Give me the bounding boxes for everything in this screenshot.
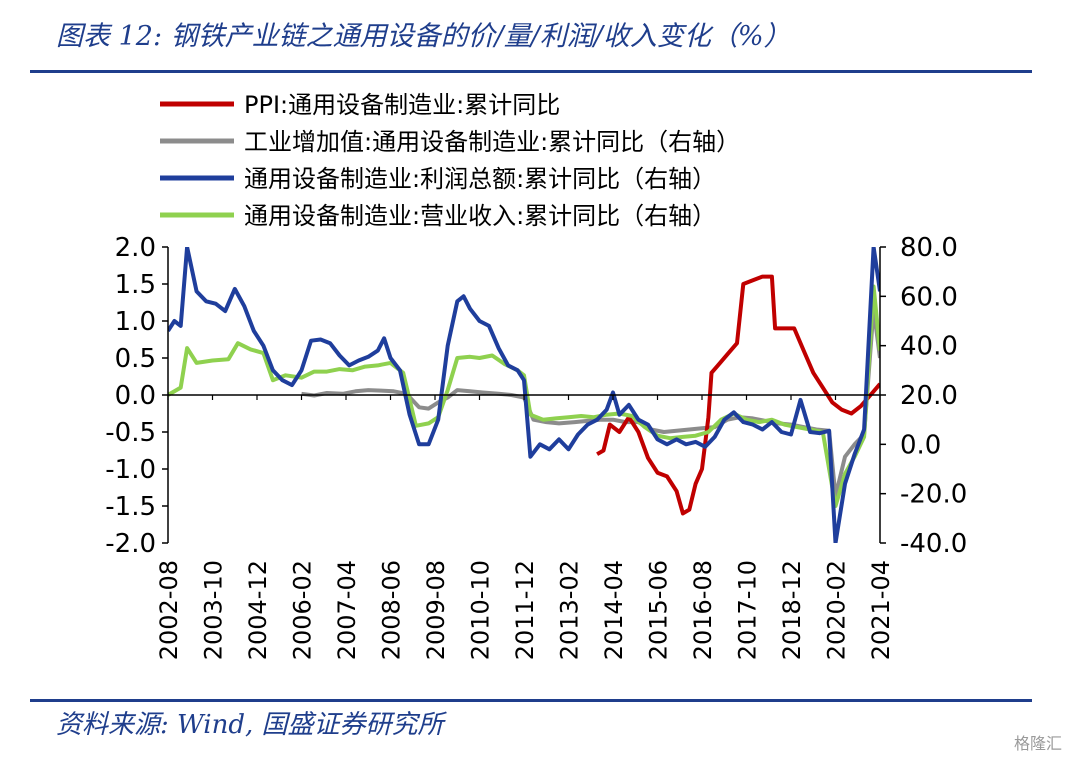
x-tick-label: 2002-08: [155, 560, 183, 660]
x-tick-label: 2018-12: [778, 560, 806, 660]
legend-label-3: 通用设备制造业:营业收入:累计同比（右轴）: [244, 202, 716, 230]
x-tick-label: 2017-10: [734, 560, 762, 660]
x-tick-label: 2010-10: [467, 560, 495, 660]
series-line-1: [301, 306, 880, 499]
x-tick-label: 2021-04: [867, 560, 895, 660]
right-tick-label: 60.0: [900, 282, 958, 312]
title-divider: [30, 70, 1032, 73]
x-tick-label: 2016-08: [689, 560, 717, 660]
left-tick-label: 2.0: [115, 233, 156, 263]
x-tick-label: 2004-12: [244, 560, 272, 660]
axes-layer: 2.0 1.5 1.0 0.5 0.0 -0.5 -1.0 -1.5 -2.0 80.0 60.0 4…: [105, 233, 967, 660]
x-tick-label: 2013-02: [556, 560, 584, 660]
right-tick-label: -20.0: [900, 480, 967, 510]
x-tick-label: 2015-06: [645, 560, 673, 660]
left-tick-label: 0.0: [115, 381, 156, 411]
right-tick-label: -40.0: [900, 529, 967, 559]
source-divider: [30, 699, 1032, 702]
right-tick-label: 80.0: [900, 233, 958, 263]
left-tick-label: -2.0: [105, 529, 156, 559]
x-tick-label: 2008-06: [378, 560, 406, 660]
left-tick-label: 1.5: [115, 270, 156, 300]
legend-label-1: 工业增加值:通用设备制造业:累计同比（右轴）: [244, 128, 740, 156]
series-line-0: [596, 274, 880, 516]
watermark-logo: 格隆汇: [1013, 734, 1062, 753]
x-tick-label: 2009-08: [422, 560, 450, 660]
series-layer: [168, 247, 880, 543]
x-tick-label: 2014-04: [600, 560, 628, 660]
left-tick-label: -1.5: [105, 492, 156, 522]
left-tick-label: 0.5: [115, 344, 156, 374]
legend-label-0: PPI:通用设备制造业:累计同比: [244, 91, 560, 119]
left-tick-label: 1.0: [115, 307, 156, 337]
x-tick-label: 2006-02: [289, 560, 317, 660]
x-tick-label: 2003-10: [200, 560, 228, 660]
x-tick-label: 2011-12: [511, 560, 539, 660]
legend-label-2: 通用设备制造业:利润总额:累计同比（右轴）: [244, 165, 716, 193]
series-line-3: [168, 284, 880, 508]
right-tick-label: 40.0: [900, 332, 958, 362]
right-tick-label: 0.0: [900, 430, 941, 460]
x-tick-label: 2020-02: [823, 560, 851, 660]
series-line-2: [168, 247, 880, 543]
figure-source: 资料来源: Wind, 国盛证券研究所: [56, 710, 444, 740]
figure-title: 图表 12: 钢铁产业链之通用设备的价/量/利润/收入变化（%）: [56, 21, 791, 52]
left-tick-label: -1.0: [105, 455, 156, 485]
x-tick-label: 2007-04: [333, 560, 361, 660]
right-tick-label: 20.0: [900, 381, 958, 411]
left-tick-label: -0.5: [105, 418, 156, 448]
